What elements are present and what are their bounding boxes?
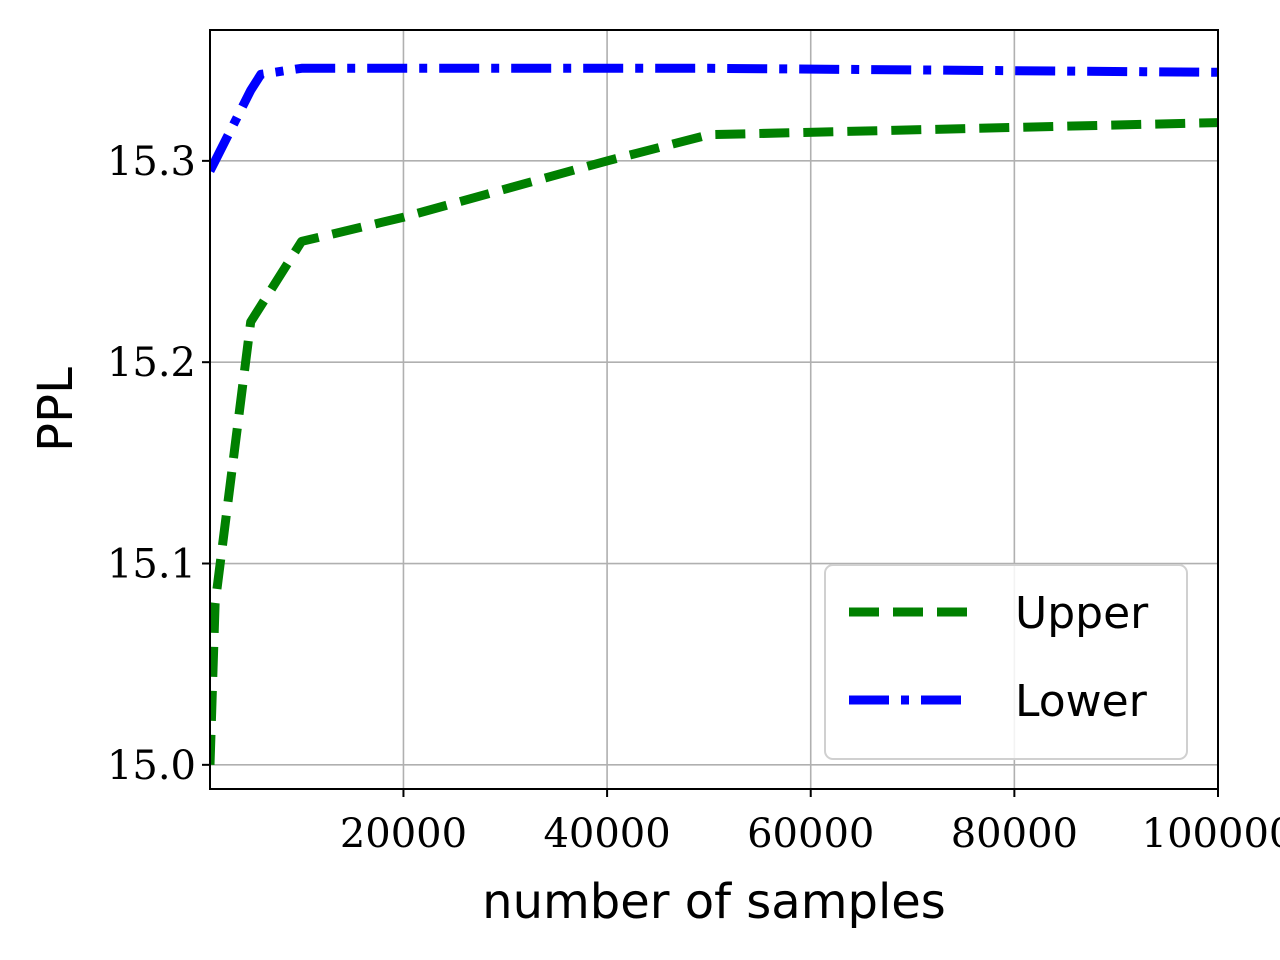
y-tick-label: 15.0 [107, 743, 196, 789]
series-line-upper [210, 118, 1218, 765]
y-tick-label: 15.1 [107, 542, 196, 588]
y-tick-label: 15.2 [107, 340, 196, 386]
series-line-lower [210, 63, 1218, 173]
x-axis-ticks: 20000 40000 60000 80000 100000 [340, 789, 1280, 857]
y-axis-label: PPL [28, 367, 84, 452]
legend-label-lower: Lower [1015, 676, 1148, 727]
y-axis-ticks: 15.0 15.1 15.2 15.3 [107, 139, 210, 789]
x-axis-label: number of samples [482, 874, 946, 930]
plot-area-frame [209, 29, 1219, 790]
legend: Upper Lower [824, 564, 1188, 760]
x-tick-label: 20000 [340, 811, 467, 857]
y-tick-label: 15.3 [107, 139, 196, 185]
x-tick-label: 40000 [543, 811, 670, 857]
series-lines [210, 63, 1218, 765]
x-tick-label: 100000 [1142, 811, 1280, 857]
legend-label-upper: Upper [1015, 588, 1149, 639]
x-tick-label: 60000 [747, 811, 874, 857]
x-tick-label: 80000 [951, 811, 1078, 857]
